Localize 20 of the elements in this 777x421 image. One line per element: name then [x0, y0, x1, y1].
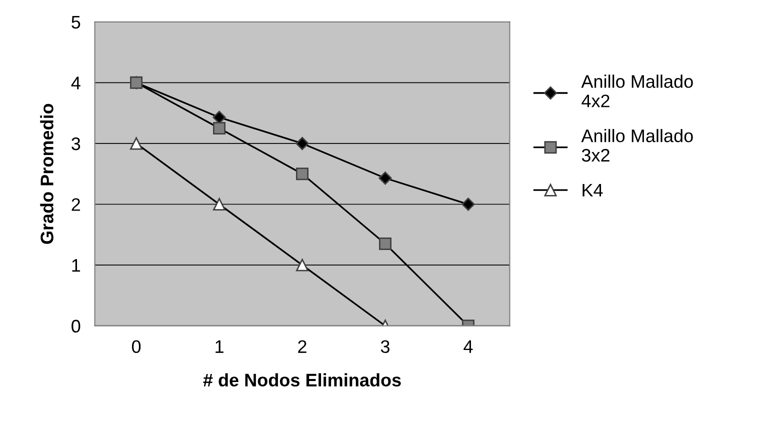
x-tick-label: 1	[216, 340, 224, 353]
y-tick-label: 5	[72, 16, 80, 29]
x-tick-label: 4	[464, 340, 473, 353]
legend-label: Anillo Mallado 4x2	[581, 74, 693, 108]
x-tick-label: 3	[380, 340, 390, 354]
y-tick-label: 4	[71, 76, 80, 90]
y-axis-title: Grado Promedio	[40, 104, 54, 244]
x-tick-label: 2	[298, 340, 306, 353]
x-tick-label: 0	[132, 340, 141, 354]
y-tick-label: 1	[72, 259, 80, 272]
point	[462, 198, 475, 211]
x-axis-title: # de Nodos Eliminados	[203, 373, 401, 387]
y-tick-label: 2	[72, 198, 80, 211]
y-tick-label: 0	[72, 320, 80, 333]
y-tick-label: 3	[72, 137, 80, 150]
legend-label: K4	[582, 184, 603, 196]
point	[212, 110, 226, 124]
point	[378, 172, 392, 185]
point	[296, 136, 309, 150]
legend-label: Anillo Mallado 3x2	[581, 128, 693, 162]
